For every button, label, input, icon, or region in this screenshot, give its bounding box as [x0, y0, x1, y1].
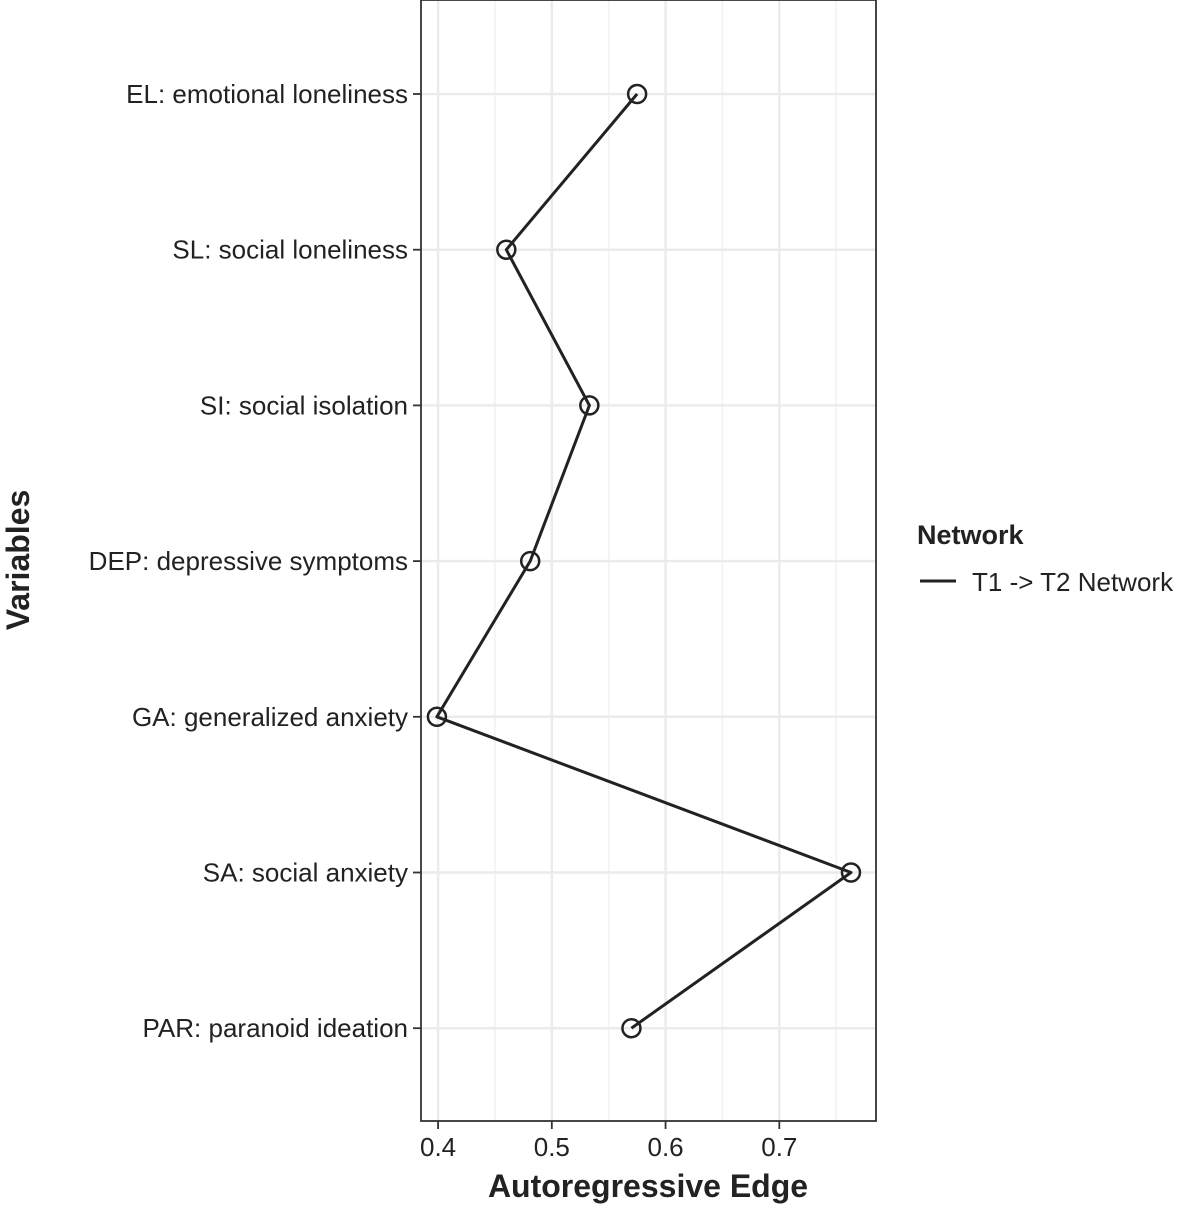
legend-label: T1 -> T2 Network	[972, 567, 1174, 597]
data-point	[621, 1017, 642, 1039]
x-axis-title: Autoregressive Edge	[488, 1168, 808, 1204]
y-tick-label: SL: social loneliness	[172, 235, 408, 265]
y-axis-ticks: EL: emotional loneliness SL: social lonel…	[89, 79, 421, 1043]
data-point	[519, 550, 541, 572]
legend: Network T1 -> T2 Network	[917, 520, 1174, 597]
y-tick-label: SI: social isolation	[200, 390, 408, 420]
x-tick-label: 0.5	[534, 1132, 570, 1162]
x-axis-ticks: 0.4 0.5 0.6 0.7	[420, 1121, 797, 1162]
data-point	[426, 706, 448, 728]
y-tick-label: EL: emotional loneliness	[126, 79, 408, 109]
x-tick-label: 0.6	[647, 1132, 683, 1162]
x-tick-label: 0.7	[761, 1132, 797, 1162]
y-tick-label: SA: social anxiety	[203, 858, 408, 888]
y-tick-label: GA: generalized anxiety	[132, 702, 408, 732]
y-axis-title: Variables	[0, 490, 36, 631]
data-point	[626, 83, 648, 105]
y-tick-label: PAR: paranoid ideation	[143, 1013, 408, 1043]
x-tick-label: 0.4	[420, 1132, 456, 1162]
legend-title: Network	[917, 520, 1025, 550]
series-line	[435, 93, 853, 1030]
y-tick-label: DEP: depressive symptoms	[89, 546, 408, 576]
major-gridlines	[421, 0, 876, 1121]
data-point	[579, 395, 600, 416]
data-point	[496, 239, 517, 260]
series-layer	[426, 83, 862, 1039]
data-point	[840, 862, 862, 883]
